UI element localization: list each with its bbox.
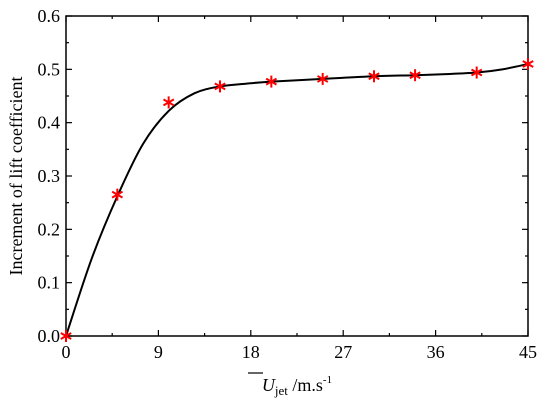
data-point (111, 188, 124, 201)
x-tick-label: 0 (62, 342, 71, 362)
series-fit-line (65, 63, 529, 337)
x-axis-title-symbol: U (262, 375, 276, 395)
y-tick-label: 0.2 (38, 219, 61, 239)
y-tick-label: 0.6 (38, 6, 61, 26)
y-tick-label: 0.5 (38, 59, 61, 79)
x-tick-label: 45 (519, 342, 537, 362)
data-point (265, 75, 278, 88)
y-tick-label: 0.0 (38, 326, 61, 346)
data-point-stroke (265, 77, 278, 86)
y-axis-title: Increment of lift coefficient (6, 76, 26, 275)
data-point (409, 69, 421, 82)
data-point-stroke (111, 190, 124, 199)
data-point (162, 96, 175, 109)
data-point-stroke (522, 60, 534, 68)
data-point (214, 80, 226, 93)
data-point (470, 66, 483, 79)
x-tick-label: 18 (242, 342, 260, 362)
data-point-stroke (409, 71, 421, 80)
x-axis-title-subscript: jet (274, 383, 288, 398)
y-tick-label: 0.1 (38, 273, 61, 293)
y-tick-label: 0.3 (38, 166, 61, 186)
data-point-stroke (368, 72, 380, 81)
data-point (60, 330, 72, 342)
plot-frame (65, 15, 529, 337)
x-tick-label: 9 (154, 342, 163, 362)
x-tick-label: 27 (334, 342, 352, 362)
x-tick-label: 36 (427, 342, 445, 362)
data-point-stroke (214, 82, 226, 91)
x-axis-title-unit: /m.s (288, 375, 323, 395)
data-point (368, 70, 380, 83)
data-point (522, 58, 534, 70)
axis-ticks (65, 15, 529, 337)
x-tick-labels: 0 9 18 27 36 45 (62, 342, 538, 362)
y-tick-label: 0.4 (38, 113, 61, 133)
x-axis-title-superscript: -1 (323, 374, 332, 386)
y-tick-labels: 0.0 0.1 0.2 0.3 0.4 0.5 0.6 (38, 6, 61, 346)
data-point-stroke (162, 98, 175, 107)
data-point-stroke (60, 332, 72, 340)
data-point-stroke (316, 75, 329, 83)
data-point-stroke (470, 68, 483, 77)
series-data-markers (60, 58, 534, 342)
x-axis-title: Ujet /m.s-1 (262, 374, 332, 398)
data-point (316, 72, 329, 85)
